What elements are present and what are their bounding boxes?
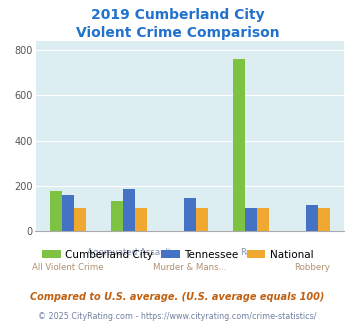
- Bar: [306, 205, 318, 231]
- Bar: [318, 209, 330, 231]
- Bar: [110, 201, 123, 231]
- Bar: [74, 209, 86, 231]
- Text: Robbery: Robbery: [294, 263, 330, 272]
- Text: All Violent Crime: All Violent Crime: [32, 263, 104, 272]
- Text: Aggravated Assault: Aggravated Assault: [87, 248, 171, 257]
- Text: Rape: Rape: [240, 248, 262, 257]
- Bar: [62, 195, 74, 231]
- Text: Violent Crime Comparison: Violent Crime Comparison: [76, 26, 279, 40]
- Bar: [196, 209, 208, 231]
- Bar: [245, 209, 257, 231]
- Bar: [50, 191, 62, 231]
- Bar: [135, 209, 147, 231]
- Text: Compared to U.S. average. (U.S. average equals 100): Compared to U.S. average. (U.S. average …: [30, 292, 325, 302]
- Text: 2019 Cumberland City: 2019 Cumberland City: [91, 8, 264, 22]
- Text: Murder & Mans...: Murder & Mans...: [153, 263, 227, 272]
- Legend: Cumberland City, Tennessee, National: Cumberland City, Tennessee, National: [38, 246, 317, 264]
- Text: © 2025 CityRating.com - https://www.cityrating.com/crime-statistics/: © 2025 CityRating.com - https://www.city…: [38, 312, 317, 321]
- Bar: [257, 209, 269, 231]
- Bar: [233, 59, 245, 231]
- Bar: [184, 198, 196, 231]
- Bar: [123, 188, 135, 231]
